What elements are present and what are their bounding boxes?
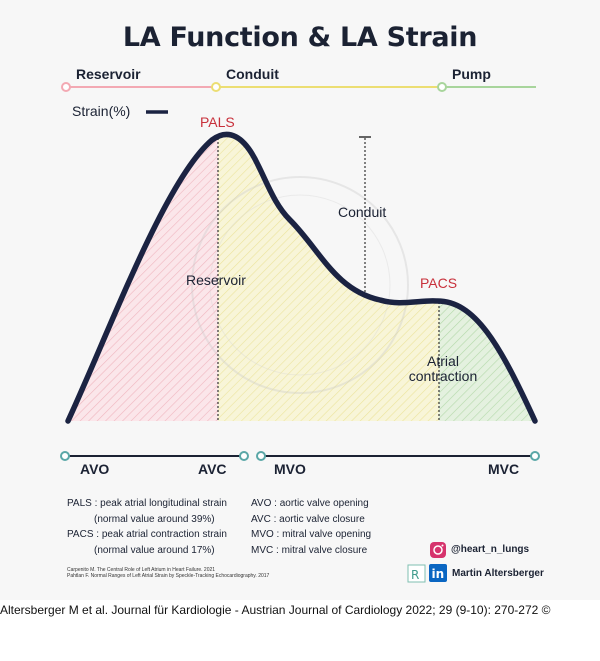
definition-row: (normal value around 17%) [94,544,215,556]
references: Carpenito M. The Central Role of Left At… [67,567,269,579]
linkedin-name[interactable]: Martin Altersberger [452,568,544,579]
reservoir-phase-dot [61,82,71,92]
definition-row: AVO : aortic valve opening [251,498,369,509]
pacs-label: PACS [420,275,458,291]
avc-label: AVC [198,461,227,477]
avo-dot [60,451,70,461]
avo-label: AVO [80,461,110,477]
phase-bar [61,82,536,92]
definition-row: AVC : aortic valve closure [251,513,365,525]
definition-row: (normal value around 39%) [94,513,215,525]
linkedin-icon: in [429,564,447,582]
definitions-right: AVO : aortic valve opening AVC : aortic … [251,496,371,558]
definition-row: MVO : mitral valve opening [251,529,372,540]
definitions-left: PALS : peak atrial longitudinal strain (… [67,496,227,558]
atrial-label-line2: contraction [408,368,478,384]
instagram-handle[interactable]: @heart_n_lungs [451,544,530,555]
strain-diagram: R in [60,82,540,583]
atrial-label-line1: Atrial [427,353,459,369]
definition-row: MVC : mitral valve closure [251,544,368,556]
conduit-label: Conduit [338,204,387,220]
mvc-dot [530,451,540,461]
reference-item: Pahtlan F. Normal Ranges of Left Atrial … [67,573,270,579]
svg-text:R: R [411,568,419,582]
atrial-contraction-label: Atrial contraction [398,354,488,384]
mvo-label: MVO [274,461,306,477]
definition-row: PACS : peak atrial contraction strain [67,529,227,540]
avc-dot [239,451,249,461]
svg-text:in: in [432,567,445,581]
citation-text: Altersberger M et al. Journal für Kardio… [0,603,551,617]
phase-pump-label: Pump [452,66,491,82]
r-logo-icon: R [407,564,426,583]
phase-conduit-label: Conduit [226,66,279,82]
pump-phase-dot [437,82,447,92]
watermark [191,176,409,394]
phase-reservoir-label: Reservoir [76,66,141,82]
conduit-phase-dot [211,82,221,92]
reference-item: Carpenito M. The Central Role of Left At… [67,567,216,573]
instagram-icon [430,542,446,558]
timeline [60,451,540,461]
definition-row: PALS : peak atrial longitudinal strain [67,498,227,509]
mvc-label: MVC [488,461,520,477]
strain-curve [65,131,538,424]
page-title: LA Function & LA Strain [122,22,478,53]
strain-legend-label: Strain(%) [72,103,131,119]
reservoir-label: Reservoir [186,272,246,288]
pals-label: PALS [200,114,235,130]
mvo-dot [256,451,266,461]
